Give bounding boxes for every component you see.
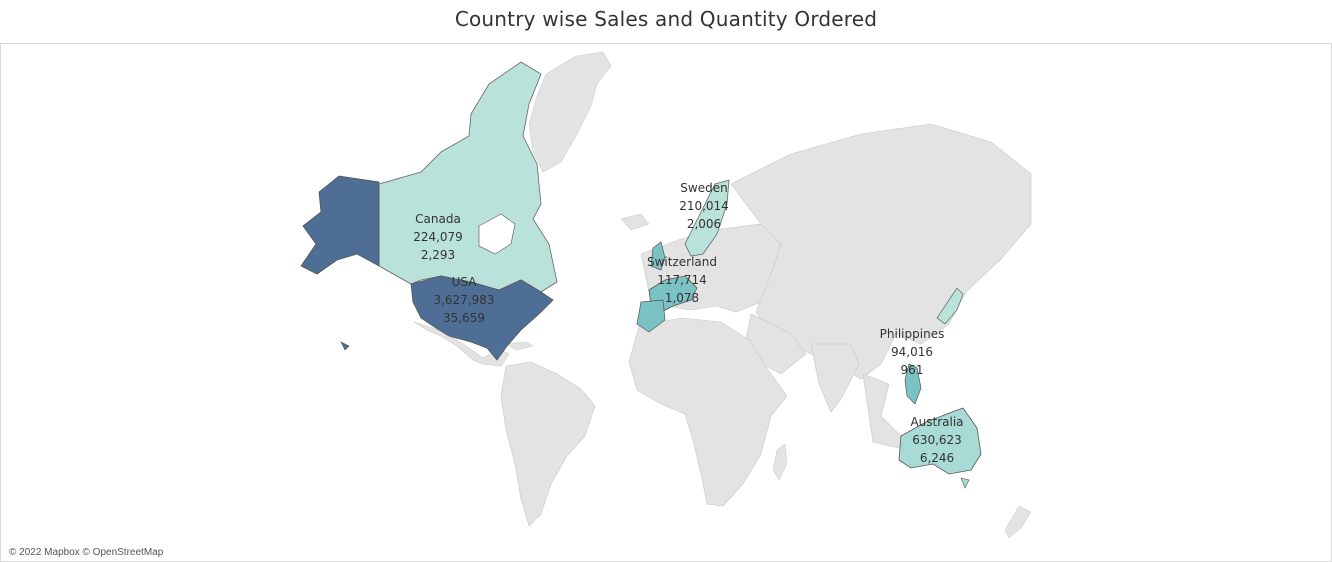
country-label-sweden: Sweden 210,014 2,006 (679, 179, 729, 233)
country-label-switzerland: Switzerland 117,714 1,078 (647, 253, 717, 307)
caribbean-shape (505, 341, 534, 351)
australia-shape[interactable] (898, 407, 982, 475)
quantity-value: 6,246 (919, 451, 955, 465)
quantity-value: 35,659 (442, 311, 485, 325)
country-label-canada: Canada 224,079 2,293 (413, 210, 463, 264)
country-name: Canada (415, 212, 461, 226)
country-name: Sweden (680, 181, 728, 195)
country-label-australia: Australia 630,623 6,246 (910, 413, 963, 467)
africa-shape (628, 317, 788, 507)
hudson-bay-shape (478, 213, 516, 255)
sweden-shape[interactable] (684, 179, 730, 257)
map-view[interactable]: Canada 224,079 2,293 USA 3,627,983 35,65… (0, 43, 1332, 562)
sales-value: 224,079 (413, 230, 463, 244)
south-america-shape (500, 361, 596, 527)
india-shape (810, 343, 860, 413)
quantity-value: 1,078 (664, 291, 700, 305)
country-label-usa: USA 3,627,983 35,659 (433, 273, 494, 327)
iberia-shape (636, 299, 666, 333)
tasmania-shape (960, 477, 970, 489)
sales-value: 630,623 (912, 433, 962, 447)
canada-shape[interactable] (378, 61, 558, 293)
new-zealand-shape (1004, 505, 1032, 539)
world-map[interactable] (1, 44, 1331, 561)
country-name: Switzerland (647, 255, 717, 269)
sales-value: 117,714 (657, 273, 707, 287)
philippines-shape[interactable] (904, 363, 922, 405)
chart-title: Country wise Sales and Quantity Ordered (454, 7, 878, 31)
greenland-shape (528, 51, 612, 173)
madagascar-shape (772, 443, 788, 481)
sales-value: 3,627,983 (433, 293, 495, 307)
quantity-value: 961 (900, 363, 924, 377)
map-attribution[interactable]: © 2022 Mapbox © OpenStreetMap (9, 547, 164, 558)
country-name: Philippines (879, 327, 945, 341)
country-name: Australia (910, 415, 964, 429)
country-label-philippines: Philippines 94,016 961 (880, 325, 945, 379)
quantity-value: 2,006 (686, 217, 722, 231)
mexico-central-america-shape (413, 321, 510, 367)
alaska-shape[interactable] (300, 175, 380, 275)
usa-shape[interactable] (410, 275, 554, 361)
iceland-shape (620, 213, 650, 231)
quantity-value: 2,293 (420, 248, 456, 262)
asia-shape (730, 123, 1032, 380)
sales-value: 210,014 (679, 199, 729, 213)
sales-value: 94,016 (891, 345, 933, 359)
country-name: USA (451, 275, 477, 289)
japan-shape (936, 287, 964, 325)
hawaii-shape (340, 341, 350, 351)
uk-shape (650, 241, 666, 271)
